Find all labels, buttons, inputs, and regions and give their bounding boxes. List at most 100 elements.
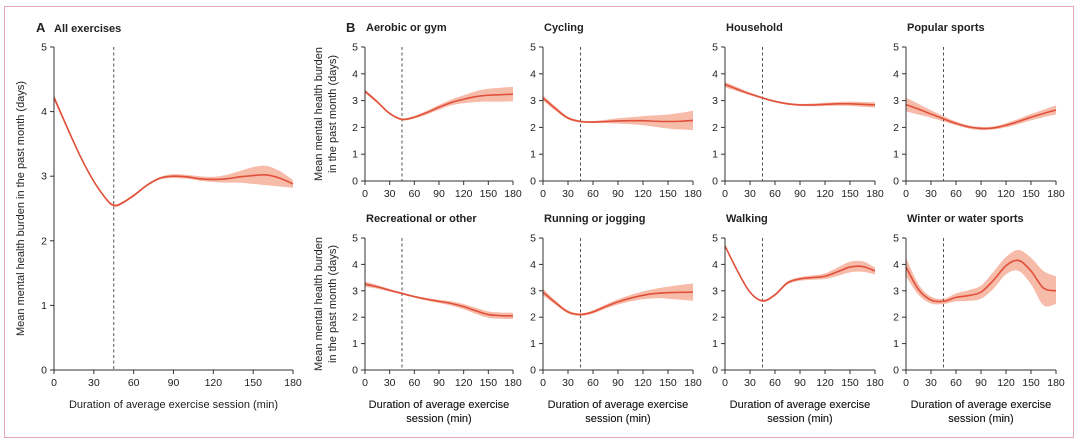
x-tick-label: 180	[504, 377, 522, 389]
small-y-axis-label-line2: in the past month (days)	[327, 245, 339, 363]
y-tick-label: 3	[893, 95, 899, 107]
y-axis-label: Mean mental health burden in the past mo…	[15, 81, 27, 336]
panel-letter: A	[36, 20, 46, 35]
y-tick-label: 1	[530, 338, 536, 350]
y-tick-label: 4	[893, 68, 899, 80]
y-tick-label: 2	[352, 122, 358, 134]
x-tick-label: 60	[408, 188, 420, 200]
x-tick-label: 30	[925, 377, 937, 389]
x-tick-label: 150	[841, 188, 859, 200]
x-axis-label-line2: session (min)	[585, 413, 650, 425]
panel-title: Running or jogging	[544, 213, 645, 225]
y-tick-label: 4	[352, 68, 358, 80]
x-tick-label: 180	[504, 188, 522, 200]
x-axis-label-line1: Duration of average exercise	[730, 399, 871, 411]
x-tick-label: 30	[88, 377, 100, 389]
x-tick-label: 150	[841, 377, 859, 389]
y-tick-label: 3	[41, 171, 47, 183]
x-tick-label: 150	[659, 188, 677, 200]
y-tick-label: 1	[352, 338, 358, 350]
y-tick-label: 0	[530, 176, 536, 188]
panel-title: All exercises	[54, 23, 121, 35]
panel-running: 0 1 2 3 4 5 0 30 60 90 120 150 180 Running or jogging…	[530, 213, 702, 425]
x-tick-label: 180	[1047, 188, 1065, 200]
x-tick-label: 120	[997, 188, 1015, 200]
x-axis-label-line2: session (min)	[406, 413, 471, 425]
confidence-band	[365, 86, 513, 121]
x-tick-label: 120	[816, 188, 834, 200]
x-tick-label: 90	[975, 377, 987, 389]
y-tick-label: 1	[41, 300, 47, 312]
mean-curve	[724, 245, 876, 302]
y-tick-label: 4	[712, 68, 718, 80]
panel-title: Walking	[726, 213, 768, 225]
y-tick-label: 1	[712, 149, 718, 161]
x-tick-label: 180	[866, 377, 884, 389]
y-tick-label: 5	[893, 42, 899, 54]
x-tick-label: 30	[925, 188, 937, 200]
x-axis-label-line1: Duration of average exercise	[548, 399, 689, 411]
x-tick-label: 0	[362, 188, 368, 200]
x-tick-label: 120	[455, 377, 473, 389]
small-y-axis-label-line2: in the past month (days)	[327, 55, 339, 173]
y-tick-label: 4	[41, 106, 47, 118]
y-tick-label: 1	[530, 149, 536, 161]
y-tick-label: 2	[41, 235, 47, 247]
small-y-axis-label-line1: Mean mental health burden	[313, 47, 325, 181]
y-tick-label: 0	[712, 365, 718, 377]
x-tick-label: 30	[744, 188, 756, 200]
x-tick-label: 60	[950, 188, 962, 200]
panel-title: Aerobic or gym	[366, 22, 447, 34]
x-tick-label: 180	[284, 377, 302, 389]
mean-curve	[542, 291, 694, 316]
y-tick-label: 5	[893, 233, 899, 245]
x-tick-label: 30	[384, 188, 396, 200]
x-tick-label: 120	[816, 377, 834, 389]
confidence-band	[54, 94, 293, 207]
y-tick-label: 0	[530, 365, 536, 377]
small-y-axis-label-line1: Mean mental health burden	[313, 237, 325, 371]
panel-letter: B	[346, 20, 355, 35]
x-tick-label: 30	[562, 188, 574, 200]
y-tick-label: 2	[893, 312, 899, 324]
y-tick-label: 2	[530, 312, 536, 324]
x-tick-label: 30	[384, 377, 396, 389]
y-tick-label: 2	[352, 312, 358, 324]
y-tick-label: 1	[712, 338, 718, 350]
x-axis-label-line1: Duration of average exercise	[911, 399, 1052, 411]
x-tick-label: 120	[634, 377, 652, 389]
y-tick-label: 3	[530, 285, 536, 297]
x-tick-label: 0	[51, 377, 57, 389]
mean-curve	[53, 97, 294, 207]
y-tick-label: 0	[893, 176, 899, 188]
x-tick-label: 90	[168, 377, 180, 389]
x-tick-label: 90	[794, 377, 806, 389]
y-tick-label: 4	[712, 259, 718, 271]
y-tick-label: 5	[41, 42, 47, 54]
x-tick-label: 0	[903, 377, 909, 389]
x-tick-label: 90	[433, 188, 445, 200]
x-tick-label: 0	[540, 377, 546, 389]
x-tick-label: 180	[1047, 377, 1065, 389]
x-tick-label: 0	[540, 188, 546, 200]
x-tick-label: 150	[1022, 188, 1040, 200]
x-tick-label: 90	[975, 188, 987, 200]
x-axis-label-line2: session (min)	[585, 413, 650, 425]
panel-title: Popular sports	[907, 22, 985, 34]
y-tick-label: 5	[712, 42, 718, 54]
y-tick-label: 4	[352, 259, 358, 271]
panel-title: Winter or water sports	[907, 213, 1024, 225]
x-axis-label-line2: session (min)	[767, 413, 832, 425]
panel-all: 0 1 2 3 4 5 0 30 60 90 120 150 180 A All exercises Dura…	[15, 20, 302, 411]
x-axis-label-line2: session (min)	[406, 413, 471, 425]
x-tick-label: 60	[128, 377, 140, 389]
y-tick-label: 3	[530, 95, 536, 107]
x-tick-label: 150	[659, 377, 677, 389]
x-tick-label: 120	[205, 377, 223, 389]
x-axis-label-line2: session (min)	[767, 413, 832, 425]
mean-curve	[905, 103, 1057, 130]
y-tick-label: 2	[712, 122, 718, 134]
confidence-band	[543, 95, 693, 131]
y-tick-label: 4	[530, 259, 536, 271]
